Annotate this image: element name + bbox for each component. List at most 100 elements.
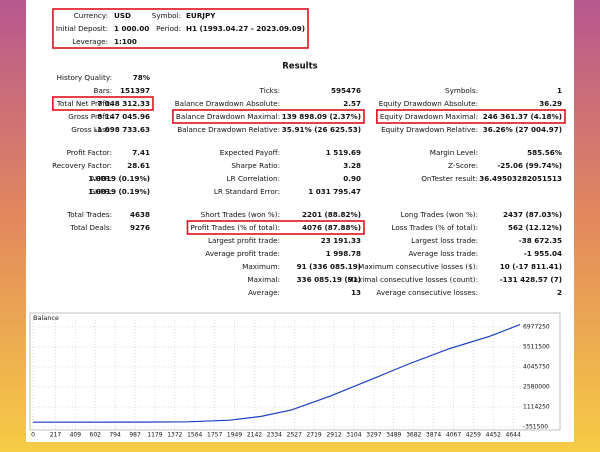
stat-value: -25.06 (99.74%) (497, 161, 562, 170)
stat-value: 23 191.33 (321, 236, 361, 245)
stat-value: 1.0019 (0.19%) (88, 174, 150, 183)
x-tick-label: 1179 (147, 432, 162, 439)
stat-value: 4076 (87.88%) (302, 223, 361, 232)
x-tick-label: 4644 (506, 432, 521, 439)
stat-label: Total Trades: (66, 210, 112, 219)
stat-value: 562 (12.12%) (508, 223, 562, 232)
y-tick-label: -351500 (523, 424, 548, 431)
stat-label: Z-Score: (448, 161, 478, 170)
stat-label: Loss Trades (% of total): (391, 223, 478, 232)
header-value: USD (114, 11, 131, 20)
stat-value: -1 955.04 (524, 249, 562, 258)
stat-label: Maximal consecutive losses (count): (347, 275, 478, 284)
stat-value: 35.91% (26 625.53) (282, 125, 361, 134)
y-tick-label: 4045750 (523, 364, 550, 371)
x-tick-label: 409 (70, 432, 82, 439)
header-value: EURJPY (186, 11, 216, 20)
stat-value: 36.26% (27 004.97) (483, 125, 562, 134)
chart-frame (29, 312, 561, 431)
stat-value: -1 098 733.63 (94, 125, 150, 134)
x-tick-label: 3489 (386, 432, 401, 439)
stat-label: Maximum: (242, 262, 280, 271)
x-tick-label: 4452 (486, 432, 501, 439)
x-tick-label: 3682 (406, 432, 421, 439)
stat-value: 336 085.19 (91) (297, 275, 361, 284)
stat-label: OnTester result: (421, 174, 478, 183)
stat-value: 13 (351, 288, 361, 297)
stat-value: 246 361.37 (4.18%) (483, 112, 562, 121)
stat-value: 151397 (120, 86, 150, 95)
stat-label: Balance Drawdown Absolute: (175, 99, 280, 108)
stat-label: Maximum consecutive losses ($): (358, 262, 478, 271)
stat-value: 139 898.09 (2.37%) (282, 112, 361, 121)
stat-value: 8 147 045.96 (97, 112, 150, 121)
stat-value: 7.41 (132, 148, 150, 157)
stat-label: Gross Profit: (68, 112, 112, 121)
highlight-box (52, 96, 154, 111)
x-tick-label: 3297 (366, 432, 381, 439)
x-tick-label: 1564 (187, 432, 202, 439)
stat-label: Short Trades (won %): (201, 210, 280, 219)
header-label: Currency: (74, 11, 108, 20)
header-value: 1:100 (114, 37, 137, 46)
stat-label: LR Correlation: (227, 174, 280, 183)
stat-label: Total Deals: (69, 223, 112, 232)
stat-label: Total Net Profit: (56, 99, 112, 108)
x-tick-label: 2527 (287, 432, 302, 439)
x-tick-label: 1949 (227, 432, 242, 439)
stat-label: Average: (248, 288, 280, 297)
stat-value: 7 048 312.33 (97, 99, 150, 108)
header-value: H1 (1993.04.27 - 2023.09.09) (186, 24, 305, 33)
x-tick-label: 2334 (267, 432, 282, 439)
x-tick-label: 1757 (207, 432, 222, 439)
stat-label: AHPR: (90, 174, 112, 183)
stat-value: 78% (133, 73, 150, 82)
x-tick-label: 217 (50, 432, 62, 439)
stat-label: Gross Loss: (71, 125, 112, 134)
stat-value: 1 519.69 (326, 148, 361, 157)
stat-value: 91 (336 085.19) (297, 262, 361, 271)
stat-value: 585.56% (527, 148, 562, 157)
stat-value: 2 (557, 288, 562, 297)
stat-label: Largest profit trade: (208, 236, 280, 245)
x-tick-label: 4067 (446, 432, 461, 439)
stat-label: GHPR: (89, 187, 112, 196)
stat-label: Equity Drawdown Relative: (381, 125, 478, 134)
x-tick-label: 2912 (326, 432, 341, 439)
stat-label: Average loss trade: (408, 249, 478, 258)
x-tick-label: 3104 (346, 432, 361, 439)
highlight-box (172, 109, 365, 124)
stat-label: Largest loss trade: (411, 236, 478, 245)
stat-label: Expected Payoff: (220, 148, 280, 157)
stat-value: -131 428.57 (7) (500, 275, 562, 284)
stat-label: Margin Level: (430, 148, 478, 157)
x-tick-label: 1372 (167, 432, 182, 439)
stat-value: 36.49503282051513 (479, 174, 562, 183)
stat-value: 2437 (87.03%) (503, 210, 562, 219)
header-label: Symbol: (152, 11, 181, 20)
stat-label: Ticks: (259, 86, 280, 95)
header-value: 1 000.00 (114, 24, 149, 33)
y-tick-label: 5511500 (523, 344, 550, 351)
stat-label: Symbols: (445, 86, 478, 95)
stat-label: Long Trades (won %): (401, 210, 478, 219)
y-tick-label: 1114250 (523, 404, 550, 411)
stat-label: Balance Drawdown Maximal: (176, 112, 280, 121)
header-label: Period: (156, 24, 181, 33)
stat-label: Bars: (94, 86, 112, 95)
x-tick-label: 602 (90, 432, 102, 439)
x-tick-label: 987 (129, 432, 141, 439)
stat-label: Equity Drawdown Absolute: (379, 99, 478, 108)
stat-value: 3.28 (343, 161, 361, 170)
stat-value: 0.90 (343, 174, 361, 183)
y-tick-label: 2580000 (523, 384, 550, 391)
header-label: Initial Deposit: (56, 24, 108, 33)
highlight-box (186, 220, 365, 235)
stat-label: Profit Factor: (67, 148, 112, 157)
x-tick-label: 0 (31, 432, 35, 439)
stat-label: Balance Drawdown Relative: (177, 125, 280, 134)
stat-value: 1 031 795.47 (308, 187, 361, 196)
stat-value: 1 (557, 86, 562, 95)
